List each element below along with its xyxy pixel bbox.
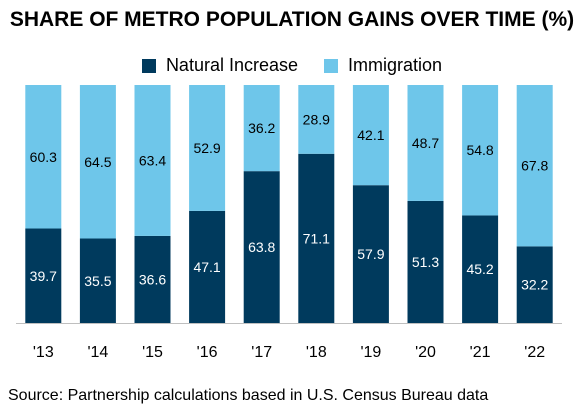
data-label-immigration-6: 28.9 [303,111,330,127]
bar-immigration-3 [134,85,171,236]
x-tick-label-3: '15 [142,344,163,361]
bar-immigration-4 [189,85,226,211]
data-label-natural-increase-2: 35.5 [84,273,111,289]
bar-natural-increase-3 [134,235,171,323]
bar-immigration-2 [79,85,116,239]
data-label-natural-increase-4: 47.1 [193,259,220,275]
x-tick-label-6: '18 [306,344,327,361]
data-label-immigration-7: 42.1 [357,127,384,143]
legend-label-natural-increase: Natural Increase [165,55,299,75]
data-label-immigration-10: 67.8 [521,158,548,174]
bar-immigration-7 [352,85,389,186]
bar-immigration-1 [25,85,62,229]
bar-natural-increase-9 [462,215,499,323]
bar-immigration-10 [516,85,553,247]
legend: Natural Increase Immigration [0,55,584,76]
x-tick-label-9: '21 [470,344,491,361]
data-label-immigration-8: 48.7 [412,135,439,151]
data-label-natural-increase-5: 63.8 [248,239,275,255]
bar-natural-increase-10 [516,246,553,323]
x-tick-label-8: '20 [415,344,436,361]
x-tick-label-1: '13 [33,344,54,361]
stacked-bar-plot: 39.7 60.3 '13 35.5 64.5 '14 36.6 63.4 '15 47.1 52.… [16,85,562,361]
bar-natural-increase-4 [189,210,226,323]
legend-item-immigration: Immigration [324,55,442,76]
data-label-immigration-2: 64.5 [84,154,111,170]
x-tick-label-7: '19 [360,344,381,361]
bar-immigration-6 [298,85,335,154]
data-label-natural-increase-9: 45.2 [466,261,493,277]
x-tick-label-2: '14 [87,344,108,361]
bar-natural-increase-5 [243,171,280,323]
legend-item-natural-increase: Natural Increase [141,55,299,76]
legend-swatch-immigration [324,58,339,73]
data-label-immigration-1: 60.3 [30,149,57,165]
x-tick-label-5: '17 [251,344,272,361]
bar-natural-increase-1 [25,228,62,323]
bar-immigration-5 [243,85,280,172]
bar-natural-increase-7 [352,185,389,323]
data-label-natural-increase-10: 32.2 [521,277,548,293]
source-note: Source: Partnership calculations based i… [8,387,489,404]
data-label-natural-increase-7: 57.9 [357,246,384,262]
bar-natural-increase-2 [79,238,116,323]
bar-natural-increase-6 [298,153,335,323]
x-tick-label-10: '22 [524,344,545,361]
data-label-natural-increase-1: 39.7 [30,268,57,284]
data-label-natural-increase-8: 51.3 [412,254,439,270]
chart-title: SHARE OF METRO POPULATION GAINS OVER TIM… [9,8,575,31]
data-label-immigration-3: 63.4 [139,152,166,168]
data-label-natural-increase-3: 36.6 [139,271,166,287]
legend-label-immigration: Immigration [348,55,443,75]
data-label-natural-increase-6: 71.1 [303,230,330,246]
bar-immigration-8 [407,85,444,201]
bar-immigration-9 [462,85,499,216]
data-label-immigration-5: 36.2 [248,120,275,136]
x-tick-label-4: '16 [197,344,218,361]
data-label-immigration-4: 52.9 [193,140,220,156]
legend-swatch-natural-increase [141,58,156,73]
bar-natural-increase-8 [407,200,444,323]
data-label-immigration-9: 54.8 [466,142,493,158]
